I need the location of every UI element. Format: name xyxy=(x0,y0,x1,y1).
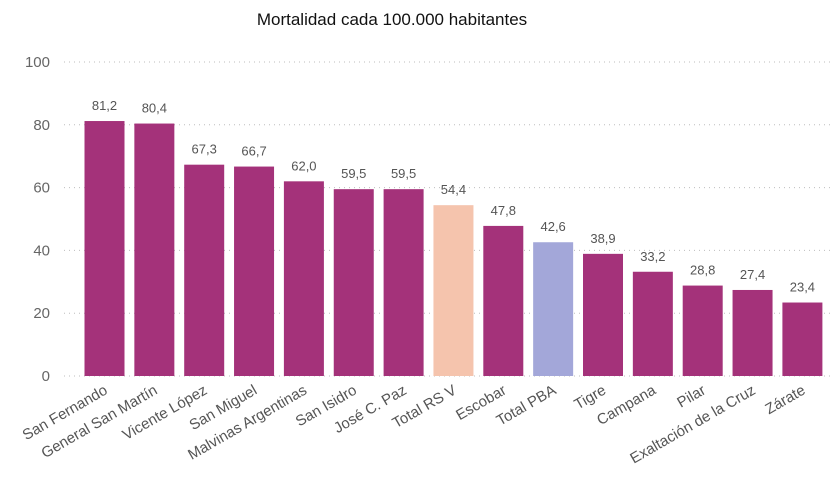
data-label: 33,2 xyxy=(640,249,665,264)
category-label: Pilar xyxy=(674,382,708,412)
data-label: 47,8 xyxy=(491,203,516,218)
data-label: 81,2 xyxy=(92,98,117,113)
data-label: 59,5 xyxy=(341,166,366,181)
data-label: 23,4 xyxy=(790,280,815,295)
bar xyxy=(782,302,823,376)
bar xyxy=(732,289,773,376)
y-tick-label: 0 xyxy=(42,368,50,385)
bar xyxy=(134,123,175,376)
bar xyxy=(283,181,324,376)
bar xyxy=(184,164,225,376)
bar xyxy=(433,205,474,376)
data-label: 42,6 xyxy=(540,219,565,234)
data-label: 38,9 xyxy=(590,231,615,246)
bar xyxy=(632,271,673,376)
y-tick-label: 60 xyxy=(33,180,50,197)
bar xyxy=(333,189,374,376)
category-label: Zárate xyxy=(762,382,808,418)
data-label: 62,0 xyxy=(291,158,316,173)
data-label: 80,4 xyxy=(142,101,167,116)
data-label: 67,3 xyxy=(192,142,217,157)
y-tick-label: 20 xyxy=(33,305,50,322)
bar xyxy=(234,166,275,376)
chart-title: Mortalidad cada 100.000 habitantes xyxy=(256,10,528,29)
data-label: 27,4 xyxy=(740,267,765,282)
bar xyxy=(84,121,125,376)
bar xyxy=(483,225,524,376)
data-label: 54,4 xyxy=(441,182,466,197)
data-label: 28,8 xyxy=(690,263,715,278)
bar xyxy=(682,285,723,376)
bar xyxy=(583,253,623,376)
data-label: 66,7 xyxy=(241,144,266,159)
y-tick-label: 40 xyxy=(33,242,50,259)
y-tick-label: 80 xyxy=(33,117,50,134)
bar xyxy=(533,242,574,376)
data-label: 59,5 xyxy=(391,166,416,181)
bar xyxy=(383,189,424,376)
y-tick-label: 100 xyxy=(25,54,50,71)
